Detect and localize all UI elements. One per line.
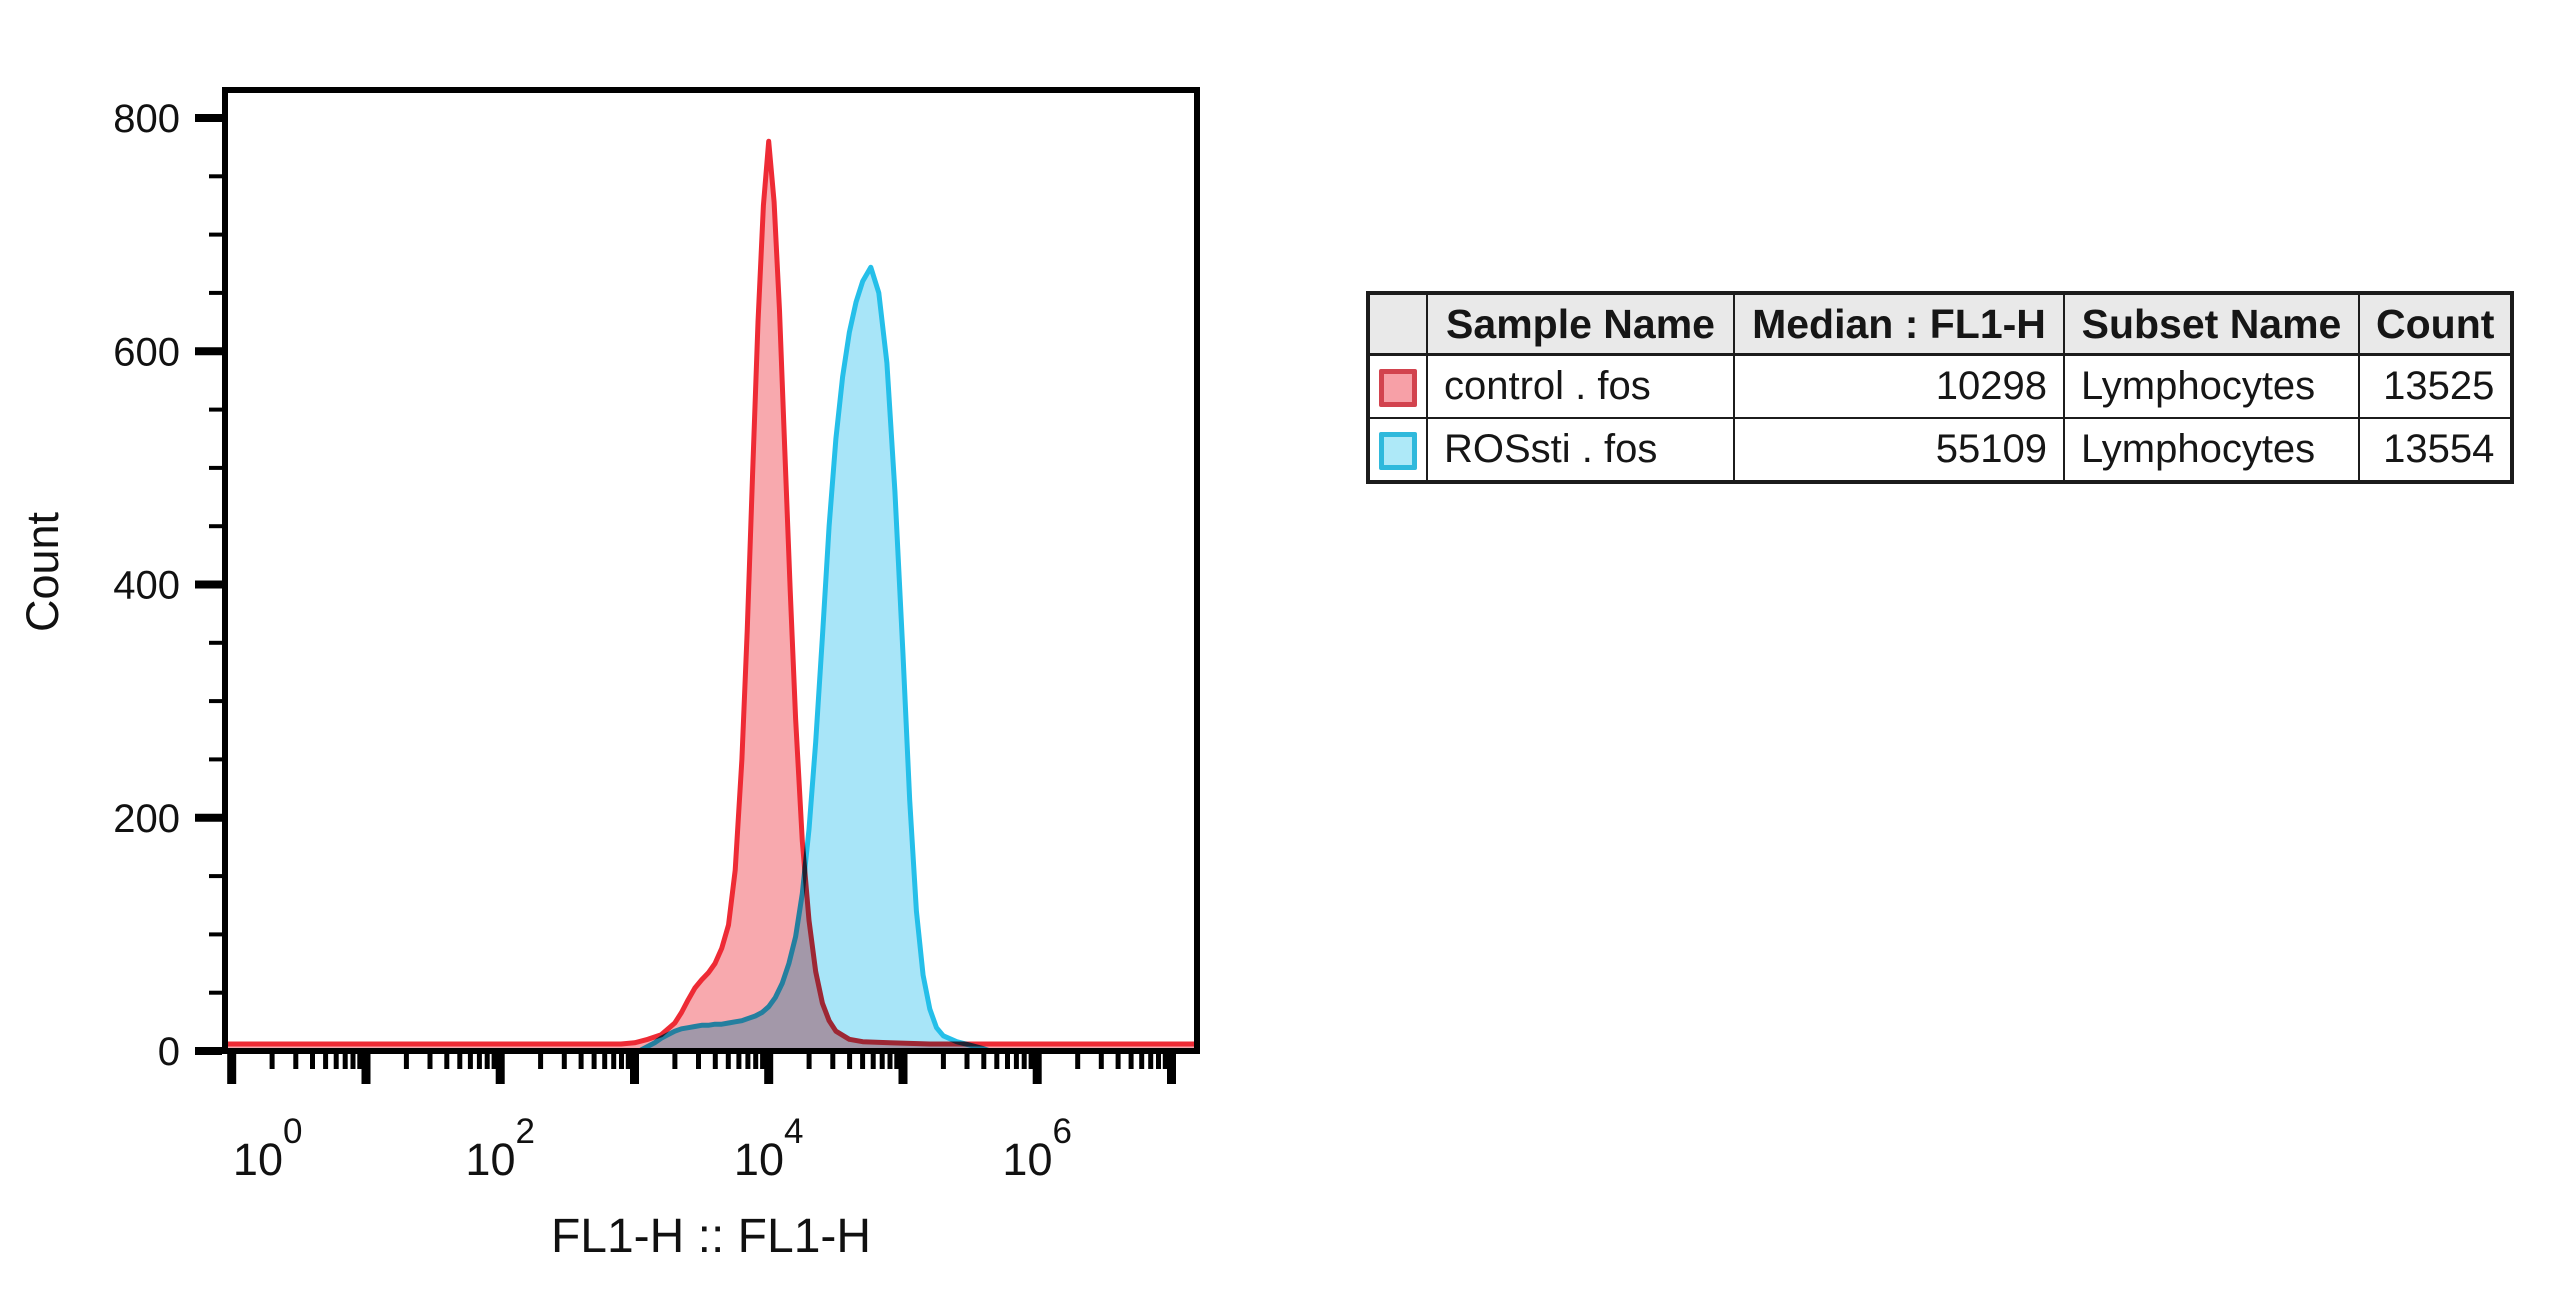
y-tick-label: 400 <box>113 564 180 608</box>
table-cell-sample: control . fos <box>1426 353 1735 419</box>
table-cell-median: 55109 <box>1733 417 2065 483</box>
x-axis-ticks <box>227 1054 1176 1084</box>
series-swatch-cell <box>1367 417 1428 483</box>
header-count: Count <box>2357 292 2514 356</box>
table-cell-subset: Lymphocytes <box>2063 417 2360 483</box>
plot-border <box>222 87 1200 1054</box>
table-cell-subset: Lymphocytes <box>2063 353 2360 419</box>
table-row: ROSsti . fos 55109 Lymphocytes 13554 <box>1367 417 2514 483</box>
cyan-series-swatch <box>1379 432 1417 471</box>
table-cell-count: 13554 <box>2357 417 2514 483</box>
histogram-plot: 0 200 400 600 800 100 102 104 106 Count FL1-H ::… <box>0 0 1330 1304</box>
series-curve-rossti <box>638 264 993 1054</box>
series-swatch-cell <box>1367 353 1428 419</box>
header-swatch-column <box>1367 292 1428 356</box>
plot-background <box>0 0 1330 1304</box>
y-tick-label: 600 <box>113 330 180 374</box>
stats-table: Sample Name Median : FL1-H Subset Name C… <box>1366 291 2515 484</box>
red-series-swatch <box>1379 369 1417 408</box>
y-tick-label: 0 <box>158 1030 180 1074</box>
table-cell-count: 13525 <box>2357 353 2514 419</box>
header-subset-name: Subset Name <box>2063 292 2360 356</box>
axes <box>195 87 1200 1084</box>
header-median-fl1h: Median : FL1-H <box>1733 292 2065 356</box>
y-axis-title: Count <box>17 511 68 632</box>
y-tick-label: 200 <box>113 797 180 841</box>
y-axis-ticks <box>195 114 222 1055</box>
x-axis-title: FL1-H :: FL1-H <box>551 1210 871 1263</box>
table-row: control . fos 10298 Lymphocytes 13525 <box>1367 353 2514 419</box>
table-cell-sample: ROSsti . fos <box>1426 417 1735 483</box>
table-cell-median: 10298 <box>1733 353 2065 419</box>
stats-table-header: Sample Name Median : FL1-H Subset Name C… <box>1367 292 2514 356</box>
y-tick-label: 800 <box>113 97 180 141</box>
series-layer <box>222 138 1200 1054</box>
header-sample-name: Sample Name <box>1426 292 1735 356</box>
